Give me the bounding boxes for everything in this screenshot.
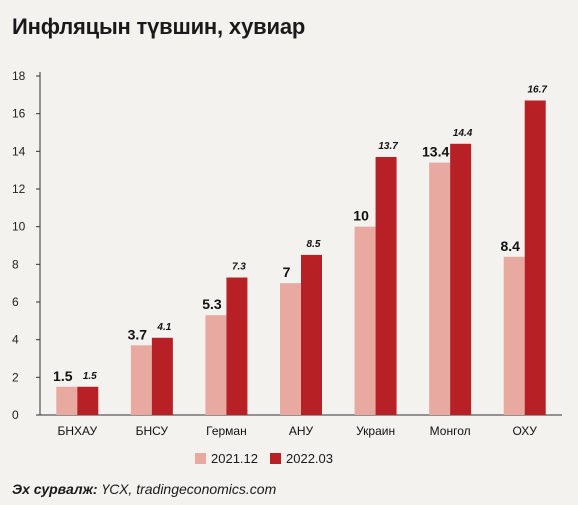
source-text: ҮСХ, tradingeconomics.com (101, 481, 277, 497)
data-label: 14.4 (453, 128, 473, 139)
bar (450, 143, 472, 416)
legend-swatch (195, 453, 206, 464)
data-label: 16.7 (527, 84, 547, 95)
bar (524, 100, 546, 415)
category-label: БНСУ (136, 424, 169, 438)
data-label: 10 (353, 208, 369, 224)
data-label: 7.3 (232, 262, 246, 273)
y-tick-label: 10 (12, 220, 26, 234)
y-tick-label: 8 (12, 257, 19, 271)
legend-label: 2021.12 (211, 451, 258, 466)
y-tick-label: 2 (12, 370, 19, 384)
bar (354, 226, 376, 415)
y-tick-label: 4 (12, 333, 19, 347)
value-labels: 1.5 1.5 3.7 4.1 5.3 7.3 7 8.5 10 13.7 13.4 14.4 8.4 1… (53, 84, 547, 383)
bar (130, 345, 152, 415)
y-tick-label: 18 (12, 69, 26, 83)
legend-item-2022: 2022.03 (270, 451, 333, 466)
bar (429, 162, 451, 415)
bar (503, 256, 525, 415)
legend-item-2021: 2021.12 (195, 451, 258, 466)
legend-swatch (270, 453, 281, 464)
data-label: 5.3 (202, 296, 222, 312)
bar (56, 386, 78, 415)
y-tick-label: 16 (12, 107, 26, 121)
category-label: Украин (356, 424, 395, 438)
source-note: Эх сурвалж: ҮСХ, tradingeconomics.com (12, 481, 276, 497)
data-label: 1.5 (83, 371, 97, 382)
y-tick-label: 0 (12, 408, 19, 422)
bar (205, 315, 227, 415)
category-labels: БНХАУ БНСУ Герман АНУ Украин Монгол ОХУ (57, 424, 537, 438)
data-label: 7 (283, 264, 291, 280)
data-label: 4.1 (156, 322, 171, 333)
category-label: АНУ (289, 424, 314, 438)
bars (56, 100, 546, 416)
category-label: Монгол (430, 424, 471, 438)
y-tick-label: 12 (12, 182, 26, 196)
bar (375, 156, 397, 415)
bar (301, 254, 322, 415)
category-label: БНХАУ (57, 424, 97, 438)
category-label: ОХУ (513, 424, 538, 438)
legend-label: 2022.03 (286, 451, 333, 466)
bar (280, 283, 301, 415)
data-label: 3.7 (128, 326, 148, 342)
data-label: 8.5 (307, 239, 321, 250)
data-label: 13.4 (422, 144, 449, 160)
legend: 2021.12 2022.03 (195, 451, 333, 466)
data-label: 8.4 (500, 238, 520, 254)
bar (226, 277, 248, 415)
data-label: 13.7 (378, 141, 398, 152)
data-label: 1.5 (53, 368, 73, 384)
y-tick-label: 6 (12, 295, 19, 309)
chart-title: Инфляцын түвшин, хувиар (12, 14, 306, 39)
category-label: Герман (206, 424, 247, 438)
bar (77, 386, 99, 415)
y-tick-label: 14 (12, 144, 26, 158)
source-label: Эх сурвалж: (12, 481, 98, 497)
bar (151, 337, 173, 415)
